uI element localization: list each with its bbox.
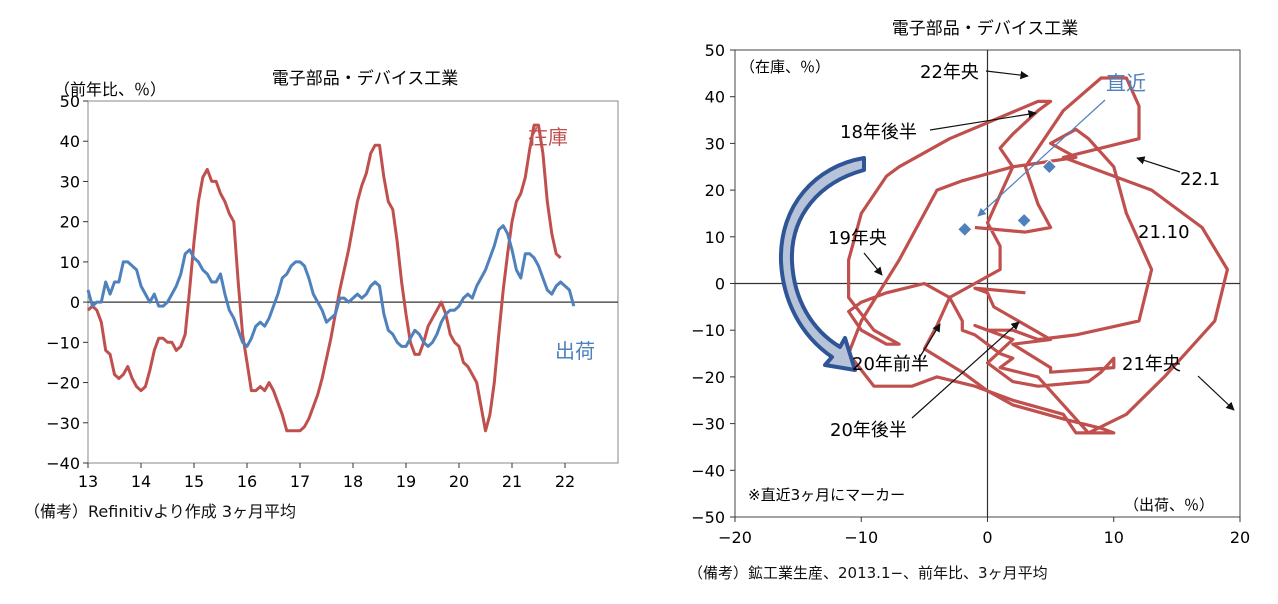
chart2-ytick-label: −10 — [691, 321, 725, 340]
label-22-mid: 22年央 — [920, 62, 979, 83]
chart2-xlabel: （出荷、％） — [1124, 496, 1214, 514]
cycle-direction-arrow — [778, 156, 866, 372]
chart2-ytick-label: 0 — [715, 275, 725, 294]
label-19-mid: 19年央 — [828, 228, 887, 249]
chart2-ytick-label: −20 — [691, 368, 725, 387]
label-20-late: 20年後半 — [830, 420, 907, 441]
label-20-first-half: 20年前半 — [852, 354, 929, 375]
chart2-xtick-label: 0 — [982, 528, 992, 547]
chart2-xtick-label: 10 — [1104, 528, 1124, 547]
arrow-22-1 — [1136, 156, 1181, 173]
chart2-xtick-label: −10 — [844, 528, 878, 547]
arrow-19-mid — [863, 252, 883, 276]
label-22-1: 22.1 — [1180, 169, 1220, 190]
chart1-xtick-label: 15 — [184, 472, 204, 491]
chart1-xtick-label: 20 — [449, 472, 469, 491]
chart1-ytick-label: −10 — [46, 333, 80, 352]
chart1-ytick-label: 30 — [60, 172, 80, 191]
chart1-ytick-label: −40 — [46, 454, 80, 473]
chart1-plot-area: −40 −30 −20 −10 0 10 20 30 40 50 13 14 15 16 17 18 19 20 2… — [46, 92, 619, 491]
chart1-xtick-label: 13 — [78, 472, 98, 491]
chart2-ytick-label: 50 — [705, 41, 725, 60]
chart1-ytick-label: 50 — [60, 92, 80, 111]
chart1-label-shipments: 出荷 — [555, 339, 595, 363]
chart1-xtick-label: 14 — [131, 472, 151, 491]
chart1-series-inventory — [86, 123, 562, 433]
arrow-20-late — [911, 321, 1020, 419]
chart2-ylabel: （在庫、％） — [740, 58, 830, 76]
label-21-10: 21.10 — [1138, 222, 1190, 243]
chart2-recent-marker — [1041, 159, 1058, 175]
chart1-ylabel: （前年比、％） — [54, 80, 166, 99]
chart1-title: 電子部品・デバイス工業 — [272, 68, 459, 89]
chart1-frame — [87, 100, 619, 464]
chart1-note: （備考）Refinitivより作成 3ヶ月平均 — [24, 502, 297, 521]
chart1-ytick-label: 40 — [60, 132, 80, 151]
label-18-late: 18年後半 — [840, 122, 917, 143]
arrow-22-mid — [985, 70, 1029, 80]
arrow-20-first-half — [917, 323, 941, 361]
chart1-xtick-label: 16 — [237, 472, 257, 491]
chart2-ytick-label: −50 — [691, 508, 725, 527]
chart2-ytick-label: −30 — [691, 415, 725, 434]
chart2-ytick-label: 20 — [705, 181, 725, 200]
chart1-series-shipments — [86, 224, 576, 348]
chart2-xtick-label: −20 — [718, 528, 752, 547]
marker-note: ※直近3ヶ月にマーカー — [748, 486, 905, 504]
chart1-label-inventory: 在庫 — [528, 125, 568, 149]
chart1-ytick-label: 20 — [60, 213, 80, 232]
chart2-ytick-label: 10 — [705, 228, 725, 247]
chart1-xtick-label: 17 — [290, 472, 310, 491]
chart2-title: 電子部品・デバイス工業 — [892, 18, 1079, 39]
label-recent: 直近 — [1106, 71, 1146, 95]
label-21-mid: 21年央 — [1122, 354, 1181, 375]
arrow-21-mid — [1197, 375, 1235, 411]
chart2-plot-area: −50 −40 −30 −20 −10 0 10 20 30 40 50 −20 −10 0 10 20 — [691, 41, 1250, 547]
chart1-ytick-label: 0 — [70, 293, 80, 312]
chart1-ytick-label: −30 — [46, 414, 80, 433]
chart1-ytick-label: 10 — [60, 253, 80, 272]
arrow-18-late — [929, 110, 1037, 131]
chart2-ytick-label: −40 — [691, 461, 725, 480]
chart1-xtick-label: 19 — [396, 472, 416, 491]
chart1-xtick-label: 18 — [343, 472, 363, 491]
chart1-xtick-label: 21 — [502, 472, 522, 491]
chart1-xtick-label: 22 — [555, 472, 575, 491]
chart2-cycle-path — [847, 76, 1230, 435]
chart2-ytick-label: 30 — [705, 134, 725, 153]
chart2-ytick-label: 40 — [705, 88, 725, 107]
right-scatter-chart: 電子部品・デバイス工業 −50 −40 −30 −20 −10 0 10 20 30 40 50 −2… — [691, 18, 1250, 547]
chart2-note: （備考）鉱工業生産、2013.1−、前年比、3ヶ月平均 — [688, 564, 1048, 582]
arrow-recent — [977, 99, 1106, 217]
chart2-recent-marker — [1016, 212, 1032, 229]
chart2-xtick-label: 20 — [1230, 528, 1250, 547]
chart2-recent-marker — [957, 221, 973, 238]
left-line-chart: 電子部品・デバイス工業 （前年比、％） −40 −30 −20 −10 0 10 20 30 4… — [46, 68, 619, 491]
chart1-ytick-label: −20 — [46, 374, 80, 393]
